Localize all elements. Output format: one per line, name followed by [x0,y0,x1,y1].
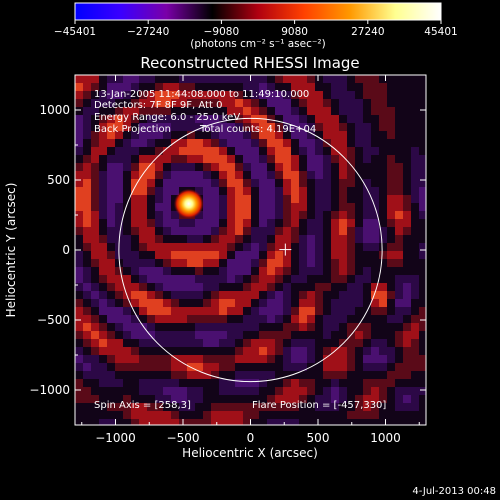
y-axis-label: Heliocentric Y (arcsec) [4,183,18,318]
colorbar: −45401 −27240 −9080 9080 27240 45401 (photons… [54,2,458,50]
y-tick-label: 500 [47,173,70,187]
footer-timestamp: 4-Jul-2013 00:48 [412,486,496,497]
y-tick-label: −500 [37,313,70,327]
x-tick-label: 0 [247,431,255,445]
chart-title: Reconstructed RHESSI Image [140,54,359,72]
reconstructed-image [75,75,426,425]
annotation-method: Back Projection [94,124,171,135]
annotation-detectors: Detectors: 7F 8F 9F, Att 0 [94,100,222,111]
x-axis-label: Heliocentric X (arcsec) [182,446,318,460]
colorbar-tick-label: 45401 [424,26,457,38]
colorbar-ticks: −45401 −27240 −9080 9080 27240 45401 [54,20,458,38]
colorbar-gradient [74,2,442,21]
colorbar-tick-label: −45401 [54,26,96,38]
x-tick-label: 1000 [370,431,401,445]
x-tick-label: −1000 [95,431,136,445]
y-tick-label: −1000 [29,383,70,397]
flare-source [173,188,204,219]
annotation-energy-range: Energy Range: 6.0 - 25.0 keV [94,112,240,123]
annotation-time-range: 13-Jan-2005 11:44:08.000 to 11:49:10.000 [94,89,309,100]
spin-axis-marker [279,243,292,256]
colorbar-tick-label: −27240 [127,26,169,38]
y-tick-label: 1000 [39,103,70,117]
annotation-spin-axis: Spin Axis = [258,3] [94,400,191,411]
solar-limb-circle [118,117,383,383]
y-tick-label: 0 [62,243,70,257]
x-tick-label: 500 [307,431,330,445]
colorbar-tick-label: 27240 [351,26,384,38]
axis-ticks: −1000 −500 0 500 1000 −1000 −500 0 500 1000 [29,75,426,445]
x-tick-label: −500 [167,431,200,445]
annotation-total-counts: Total counts: 4.19E+04 [199,124,316,135]
plot-area: −1000 −500 0 500 1000 −1000 −500 0 500 1000 13-Ja… [29,74,427,445]
colorbar-unit-label: (photons cm⁻² s⁻¹ asec⁻²) [190,38,325,50]
colorbar-tick-label: 9080 [281,26,308,38]
annotation-flare-position: Flare Position = [-457,330] [252,400,386,411]
colorbar-tick-label: −9080 [204,26,240,38]
